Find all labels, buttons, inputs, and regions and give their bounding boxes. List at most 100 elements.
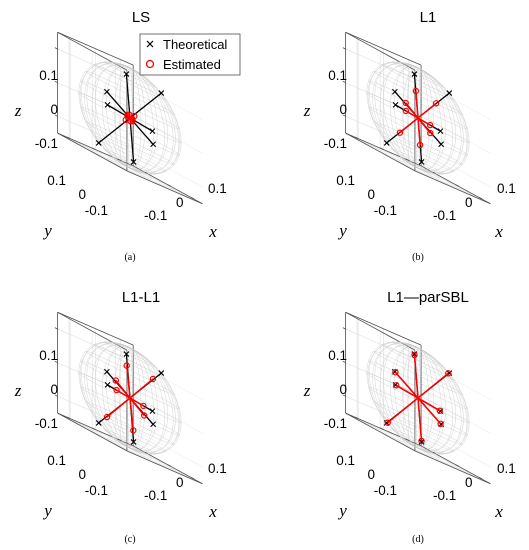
y-tick bbox=[117, 438, 121, 441]
grid-line bbox=[421, 148, 491, 188]
y-tick bbox=[355, 136, 359, 139]
theoretical-point bbox=[392, 88, 398, 95]
z-axis-label: z bbox=[303, 381, 311, 400]
sphere-wire bbox=[374, 342, 462, 454]
theoretical-point bbox=[150, 421, 156, 428]
z-tick bbox=[54, 80, 58, 84]
y-tick bbox=[380, 147, 384, 150]
x-tick bbox=[144, 451, 148, 454]
theoretical-point bbox=[158, 370, 165, 376]
theoretical-point bbox=[149, 128, 156, 134]
estimated-point bbox=[426, 121, 434, 129]
theoretical-point bbox=[104, 102, 111, 108]
panel-b: L1 0.1 0 -0.1 z 0.1 0 -0.1 y -0.1 0 0.1 … bbox=[303, 9, 516, 263]
x-tick-label: -0.1 bbox=[433, 208, 456, 223]
x-tick-label: 0.1 bbox=[497, 461, 516, 476]
z-tick-label: 0.1 bbox=[328, 68, 347, 83]
z-axis-label: z bbox=[14, 381, 22, 400]
grid-line bbox=[115, 444, 192, 478]
theoretical-point bbox=[438, 141, 444, 148]
x-tick-label: 0.1 bbox=[208, 461, 227, 476]
estimated-point bbox=[124, 111, 131, 119]
theoretical-point bbox=[158, 90, 165, 96]
estimated-point bbox=[384, 419, 391, 426]
estimated-point bbox=[140, 412, 148, 419]
legend-marker-theoretical bbox=[146, 40, 154, 48]
y-tick-label: 0.1 bbox=[336, 173, 355, 188]
y-tick bbox=[92, 147, 96, 150]
x-tick-label: 0 bbox=[465, 475, 473, 490]
x-axis-label: x bbox=[208, 222, 217, 241]
theoretical-point bbox=[95, 420, 102, 426]
z-tick bbox=[54, 327, 58, 330]
y-axis-label: y bbox=[337, 501, 347, 520]
z-tick-label: 0.1 bbox=[328, 348, 347, 363]
grid-line bbox=[403, 164, 480, 198]
x-tick-label: -0.1 bbox=[433, 488, 456, 503]
panel-title: L1-L1 bbox=[122, 289, 160, 306]
y-tick-label: -0.1 bbox=[374, 203, 397, 218]
y-tick bbox=[67, 136, 71, 139]
panel-caption: (c) bbox=[124, 534, 135, 545]
y-tick bbox=[405, 158, 409, 161]
grid-line bbox=[133, 428, 203, 468]
panel-title: L1—parSBL bbox=[387, 289, 469, 306]
y-tick-label: 0.1 bbox=[47, 173, 66, 188]
y-tick bbox=[92, 427, 96, 430]
z-tick bbox=[342, 360, 346, 364]
grid-line bbox=[57, 328, 134, 363]
grid-line bbox=[421, 81, 491, 120]
x-axis-label: x bbox=[208, 502, 217, 521]
estimated-point bbox=[130, 427, 137, 434]
estimated-point bbox=[393, 382, 400, 389]
estimated-point bbox=[402, 107, 410, 115]
x-tick bbox=[478, 477, 483, 480]
box-edge bbox=[57, 31, 134, 66]
z-tick-label: -0.1 bbox=[35, 416, 58, 431]
estimated-point bbox=[103, 413, 111, 421]
y-axis-label: y bbox=[42, 221, 52, 240]
estimated-point bbox=[392, 369, 399, 376]
theoretical-point bbox=[392, 102, 399, 108]
estimated-point bbox=[412, 87, 420, 95]
estimated-point bbox=[113, 386, 120, 394]
grid-line bbox=[403, 444, 480, 478]
y-tick bbox=[405, 438, 409, 441]
box-edge bbox=[57, 412, 134, 447]
theoretical-point bbox=[446, 90, 453, 96]
estimated-point bbox=[396, 129, 404, 136]
grid-line bbox=[421, 361, 491, 400]
theoretical-point bbox=[150, 141, 156, 148]
panel-caption: (d) bbox=[412, 534, 424, 545]
panel-title: L1 bbox=[420, 9, 437, 26]
y-tick bbox=[380, 427, 384, 430]
x-tick-label: 0 bbox=[465, 195, 473, 210]
estimated-point bbox=[436, 407, 443, 414]
z-tick-label: -0.1 bbox=[35, 136, 58, 151]
x-tick bbox=[432, 451, 436, 454]
z-tick bbox=[54, 394, 58, 397]
x-tick-label: -0.1 bbox=[144, 488, 167, 503]
x-tick bbox=[432, 171, 436, 174]
z-tick bbox=[342, 47, 346, 50]
panel-caption: (a) bbox=[124, 252, 135, 263]
y-tick-label: -0.1 bbox=[374, 483, 397, 498]
box-edge bbox=[414, 170, 491, 205]
estimated-point bbox=[149, 375, 157, 383]
z-tick bbox=[342, 80, 346, 84]
box-edge bbox=[414, 450, 491, 485]
panel-d: L1—parSBL 0.1 0 -0.1 z 0.1 0 -0.1 y -0.1… bbox=[303, 289, 516, 545]
box-edge bbox=[126, 450, 203, 485]
panel-caption: (b) bbox=[412, 252, 424, 263]
box-edge bbox=[57, 412, 128, 452]
z-axis-label: z bbox=[14, 101, 22, 120]
y-tick-label: -0.1 bbox=[85, 203, 108, 218]
x-tick-label: 0.1 bbox=[497, 181, 516, 196]
z-tick bbox=[54, 114, 58, 117]
estimated-point bbox=[427, 129, 434, 137]
panel-c: L1-L1 0.1 0 -0.1 z 0.1 0 -0.1 y -0.1 0 0… bbox=[14, 289, 227, 545]
x-axis-label: x bbox=[494, 502, 503, 521]
box-edge bbox=[57, 132, 134, 167]
panel-title: LS bbox=[132, 9, 150, 26]
z-tick-label: 0 bbox=[50, 382, 58, 397]
